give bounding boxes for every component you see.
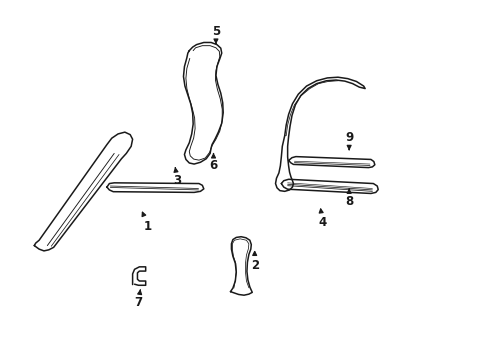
Text: 4: 4 [318, 209, 327, 229]
Text: 8: 8 [345, 189, 353, 208]
Text: 6: 6 [209, 154, 218, 172]
Text: 1: 1 [142, 212, 152, 233]
Text: 7: 7 [134, 290, 143, 309]
Text: 2: 2 [250, 252, 259, 271]
Text: 3: 3 [173, 168, 181, 186]
Text: 9: 9 [345, 131, 353, 150]
Text: 5: 5 [212, 24, 220, 44]
